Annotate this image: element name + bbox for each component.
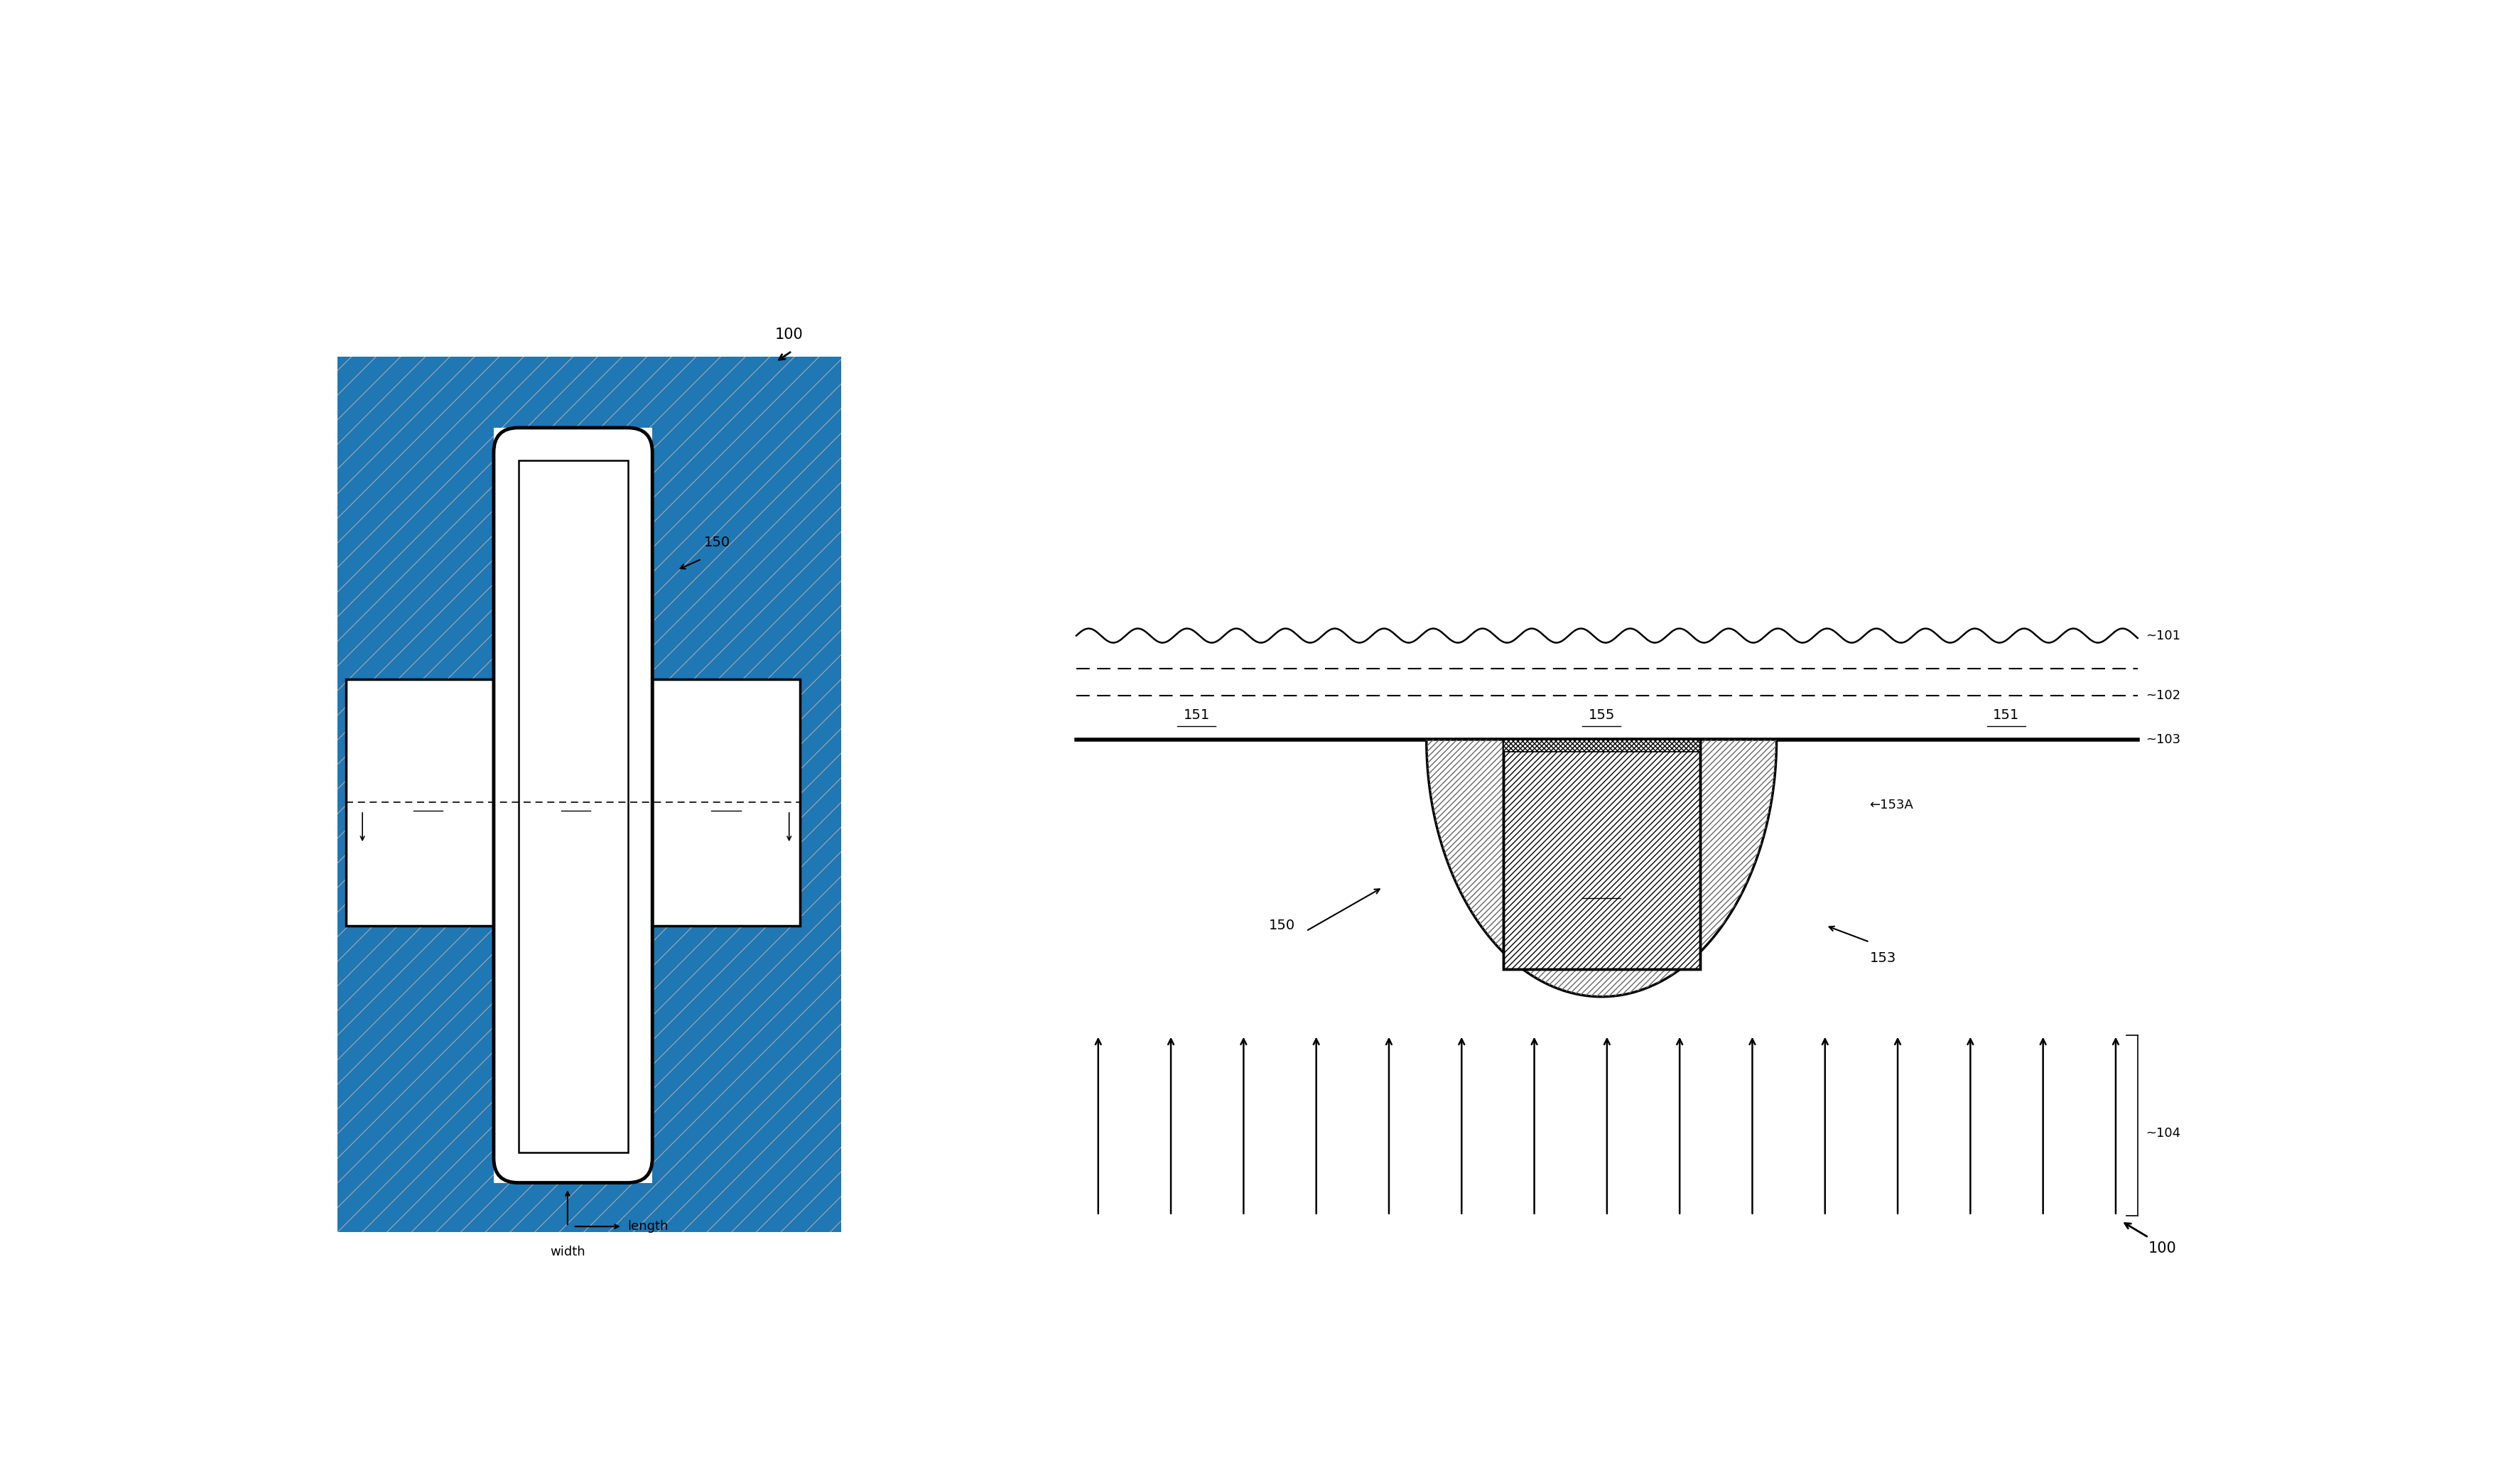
Text: 152: 152 [562, 793, 590, 806]
Text: 151: 151 [1182, 709, 1210, 722]
Text: 155: 155 [1588, 709, 1615, 722]
Text: 150: 150 [703, 537, 731, 550]
Polygon shape [1426, 739, 1777, 997]
Bar [1502, 739, 1698, 752]
Text: 150: 150 [1268, 919, 1295, 932]
Bar [519, 461, 627, 1153]
Bar [1502, 739, 1698, 752]
Text: 153: 153 [1870, 952, 1895, 965]
Text: lb: lb [355, 857, 368, 870]
Bar [494, 427, 653, 1182]
Bar [1502, 739, 1698, 970]
Bar [1502, 739, 1698, 970]
Text: 151: 151 [416, 793, 441, 806]
Text: ~104: ~104 [2145, 1127, 2180, 1140]
Text: ~103: ~103 [2145, 733, 2180, 746]
Text: 100: 100 [2147, 1241, 2177, 1255]
Bar [653, 679, 799, 926]
Text: 153: 153 [622, 974, 648, 987]
Text: 152: 152 [1588, 881, 1615, 894]
Bar [345, 679, 494, 926]
Text: length: length [627, 1220, 668, 1233]
Text: 151: 151 [1993, 709, 2019, 722]
FancyBboxPatch shape [494, 427, 653, 1182]
Text: width: width [549, 1245, 585, 1258]
Bar [1502, 739, 1698, 970]
Text: ~102: ~102 [2145, 690, 2180, 703]
Bar [653, 679, 799, 926]
Bar [338, 357, 842, 1232]
Text: ←153A: ←153A [1870, 799, 1913, 812]
Bar [345, 679, 494, 926]
Polygon shape [338, 357, 842, 1232]
Text: ~101: ~101 [2145, 630, 2180, 642]
Text: lb: lb [784, 857, 794, 870]
Text: 100: 100 [774, 328, 801, 341]
Text: 154: 154 [1527, 771, 1552, 784]
Text: 151: 151 [713, 793, 738, 806]
